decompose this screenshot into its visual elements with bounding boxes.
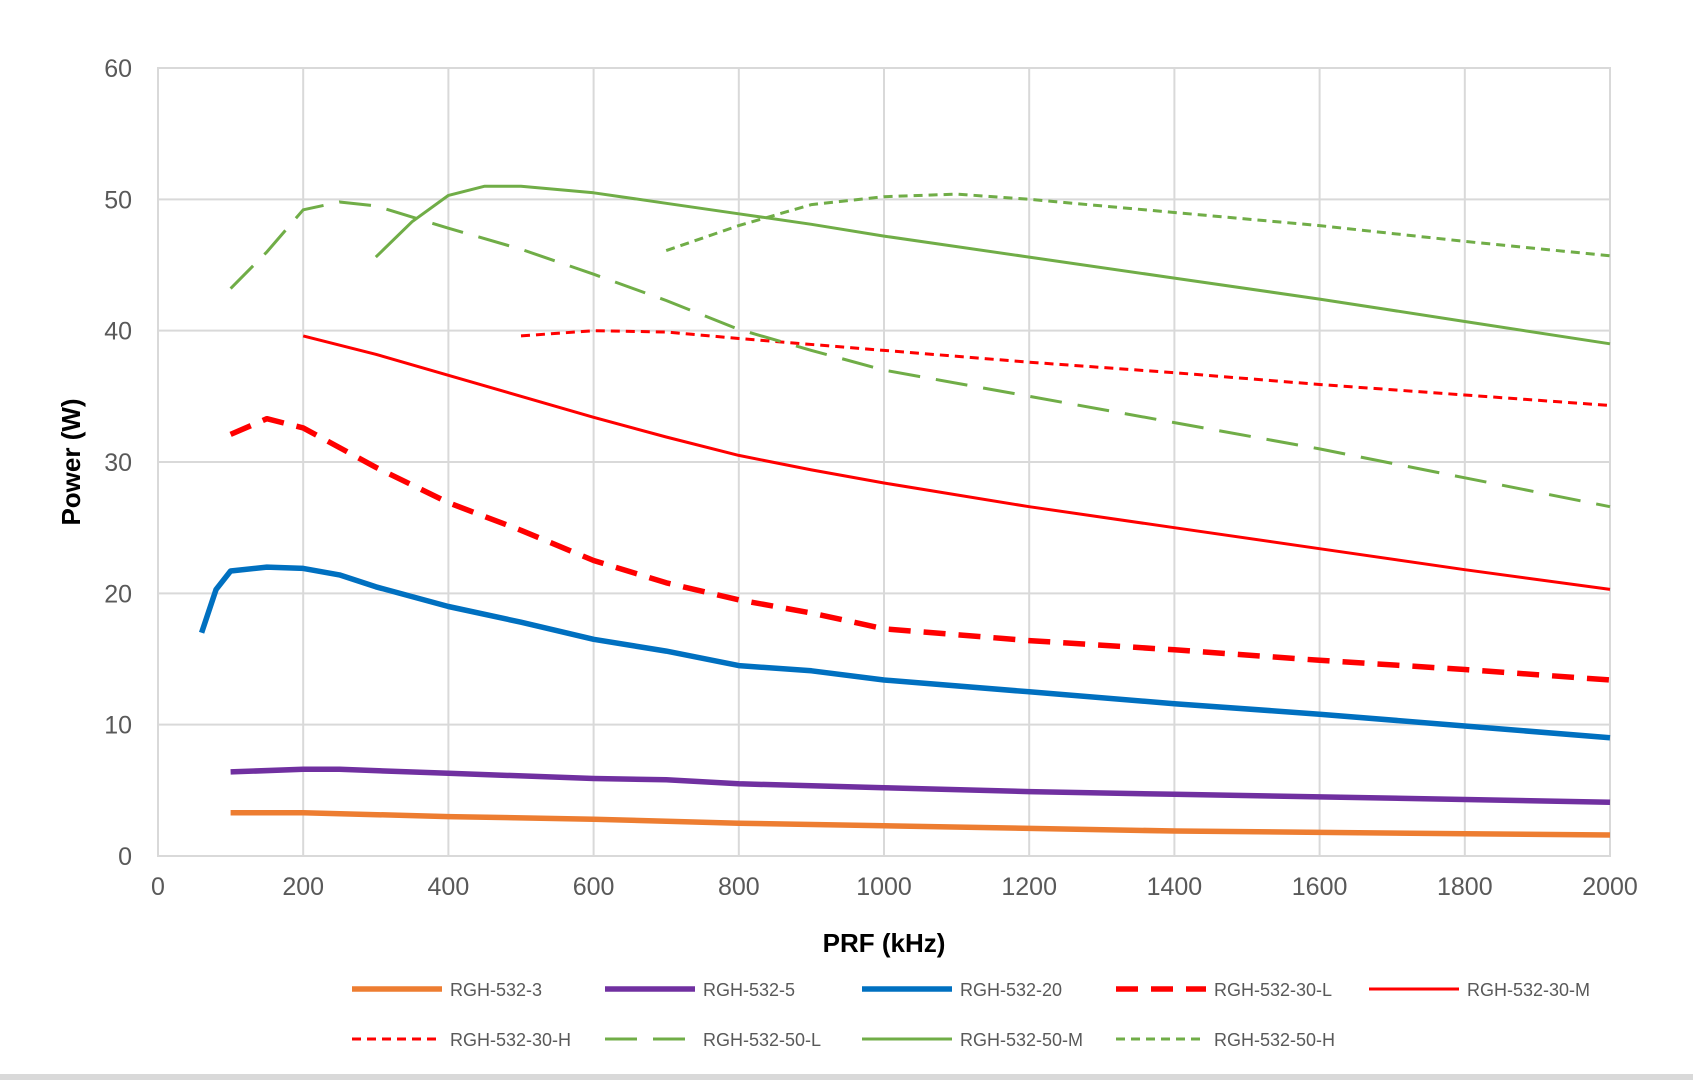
- legend-label: RGH-532-3: [450, 980, 542, 1000]
- legend-item: RGH-532-50-L: [605, 1030, 821, 1050]
- legend-label: RGH-532-50-H: [1214, 1030, 1335, 1050]
- x-tick-label: 600: [573, 873, 615, 901]
- series-line-rgh-532-5: [230, 766, 1611, 805]
- legend-item: RGH-532-5: [605, 980, 795, 1000]
- legend-item: RGH-532-30-M: [1369, 980, 1590, 1000]
- y-tick-label: 40: [104, 318, 132, 346]
- y-tick-label: 10: [104, 712, 132, 740]
- series-line-rgh-532-30-h: [520, 329, 1611, 407]
- series-lines: [198, 184, 1611, 838]
- x-tick-label: 0: [151, 873, 165, 901]
- bottom-border: [0, 1074, 1693, 1080]
- y-tick-label: 30: [104, 449, 132, 477]
- y-axis-title: Power (W): [56, 398, 86, 525]
- legend-label: RGH-532-30-M: [1467, 980, 1590, 1000]
- y-tick-label: 0: [118, 843, 132, 871]
- x-tick-label: 2000: [1582, 873, 1638, 901]
- legend-label: RGH-532-5: [703, 980, 795, 1000]
- series-line-rgh-532-50-l: [229, 200, 1611, 509]
- legend: RGH-532-3 RGH-532-5 RGH-532-20 RGH-532-30-L…: [352, 980, 1590, 1050]
- legend-label: RGH-532-20: [960, 980, 1062, 1000]
- plot-area-border: [157, 67, 1611, 857]
- series-line-rgh-532-3: [230, 809, 1611, 838]
- x-tick-label: 400: [428, 873, 470, 901]
- x-tick-label: 1800: [1437, 873, 1493, 901]
- legend-item: RGH-532-3: [352, 980, 542, 1000]
- series-line-rgh-532-30-l: [229, 415, 1611, 683]
- series-line-rgh-532-30-m: [302, 334, 1611, 591]
- series-line-rgh-532-50-h: [665, 192, 1611, 258]
- legend-item: RGH-532-30-L: [1116, 980, 1332, 1000]
- legend-item: RGH-532-30-H: [352, 1030, 571, 1050]
- y-tick-label: 50: [104, 186, 132, 214]
- legend-label: RGH-532-50-M: [960, 1030, 1083, 1050]
- y-tick-label: 20: [104, 580, 132, 608]
- legend-label: RGH-532-30-H: [450, 1030, 571, 1050]
- legend-item: RGH-532-50-M: [862, 1030, 1083, 1050]
- x-tick-label: 1400: [1147, 873, 1203, 901]
- series-line-rgh-532-50-m: [374, 184, 1611, 346]
- legend-label: RGH-532-30-L: [1214, 980, 1332, 1000]
- series-line-rgh-532-20: [198, 564, 1611, 741]
- tick-labels: 0 200 400 600 800 1000 1200 1400 1600 1800 2000 0 10…: [104, 55, 1638, 901]
- x-axis-title: PRF (kHz): [823, 928, 946, 958]
- y-tick-label: 60: [104, 55, 132, 83]
- x-tick-label: 1200: [1001, 873, 1057, 901]
- x-tick-label: 1600: [1292, 873, 1348, 901]
- x-tick-label: 800: [718, 873, 760, 901]
- legend-item: RGH-532-50-H: [1116, 1030, 1335, 1050]
- legend-label: RGH-532-50-L: [703, 1030, 821, 1050]
- x-tick-label: 1000: [856, 873, 912, 901]
- legend-item: RGH-532-20: [862, 980, 1062, 1000]
- x-tick-label: 200: [282, 873, 324, 901]
